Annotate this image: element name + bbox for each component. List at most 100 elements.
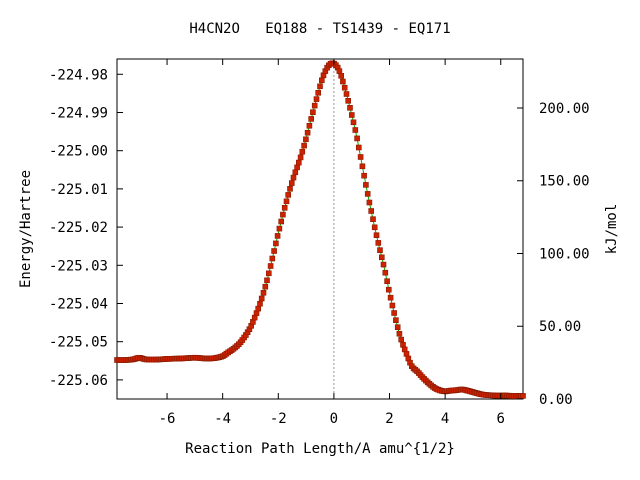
data-point	[363, 182, 369, 188]
data-point	[380, 261, 387, 268]
x-axis-label: Reaction Path Length/A amu^{1/2}	[185, 441, 455, 457]
data-point	[341, 84, 348, 91]
data-point	[345, 98, 352, 104]
x-tick-label: -6	[159, 411, 176, 427]
data-point	[391, 310, 397, 316]
data-point	[348, 112, 355, 118]
data-point	[306, 123, 313, 129]
data-point	[520, 393, 526, 399]
y2-tick-label: 150.00	[539, 174, 590, 190]
data-point	[271, 248, 277, 254]
x-tick-label: 0	[330, 411, 338, 427]
data-point	[315, 90, 322, 96]
data-point	[340, 78, 346, 85]
data-point	[276, 225, 283, 232]
x-tick-label: 2	[385, 411, 393, 427]
data-point	[350, 119, 357, 126]
data-point	[255, 305, 261, 312]
data-point	[288, 180, 295, 186]
data-point	[294, 164, 300, 171]
data-point	[258, 295, 265, 302]
data-point	[400, 341, 406, 348]
data-point	[265, 270, 272, 277]
data-point	[290, 174, 297, 181]
chart-title: H4CN2O EQ188 - TS1439 - EQ171	[189, 21, 450, 37]
y-tick-label: -225.03	[49, 258, 108, 274]
x-tick-label: -4	[214, 411, 231, 427]
data-point	[299, 148, 306, 155]
data-point	[378, 254, 385, 261]
data-point	[267, 263, 274, 269]
data-point	[387, 294, 394, 301]
x-tick-label: 4	[441, 411, 449, 427]
data-point	[308, 116, 315, 122]
y2-axis-label: kJ/mol	[604, 204, 620, 255]
data-point	[283, 198, 290, 205]
data-point	[382, 269, 389, 276]
y2-tick-label: 200.00	[539, 101, 590, 117]
series-markers	[114, 60, 526, 399]
data-point	[313, 96, 320, 102]
data-point	[338, 73, 345, 79]
data-point	[370, 216, 376, 222]
data-point	[361, 172, 367, 179]
data-point	[292, 169, 299, 176]
data-point	[278, 218, 285, 225]
data-point	[257, 300, 263, 307]
data-point	[384, 278, 390, 285]
y-tick-label: -225.04	[49, 296, 108, 312]
y-tick-label: -225.01	[49, 182, 108, 198]
data-point	[297, 154, 304, 161]
data-point	[269, 255, 276, 262]
y-axis-label: Energy/Hartree	[18, 170, 34, 288]
plot-area	[114, 58, 526, 400]
y-tick-label: -225.00	[49, 144, 108, 160]
data-point	[262, 283, 269, 290]
data-point	[317, 83, 323, 90]
data-point	[285, 192, 292, 198]
data-point	[343, 91, 350, 97]
x-axis: -6 -4 -2 0 2 4 6	[159, 59, 505, 427]
y2-tick-label: 100.00	[539, 246, 590, 262]
data-point	[273, 240, 279, 247]
data-point	[394, 324, 401, 331]
data-point	[260, 289, 267, 296]
data-point	[364, 191, 371, 197]
data-point	[373, 232, 380, 238]
data-point	[318, 77, 325, 84]
data-point	[359, 163, 366, 170]
data-point	[355, 144, 362, 151]
data-point	[368, 208, 375, 214]
data-point	[281, 205, 288, 211]
data-point	[396, 330, 403, 337]
data-point	[352, 127, 359, 133]
x-tick-label: 6	[497, 411, 505, 427]
data-point	[347, 105, 353, 111]
data-point	[375, 240, 382, 246]
x-tick-label: -2	[270, 411, 287, 427]
y-tick-label: -225.05	[49, 335, 108, 351]
data-point	[274, 233, 281, 239]
data-point	[295, 159, 302, 166]
y2-tick-label: 50.00	[539, 319, 581, 335]
data-point	[354, 135, 360, 142]
y-tick-label: -224.99	[49, 105, 108, 121]
data-point	[310, 109, 316, 115]
data-point	[280, 211, 286, 218]
plot-frame	[116, 58, 524, 400]
data-point	[389, 302, 396, 309]
data-point	[304, 129, 311, 136]
data-point	[303, 136, 309, 143]
data-point	[301, 142, 307, 149]
data-point	[403, 351, 410, 357]
data-point	[377, 247, 383, 253]
series-line	[117, 62, 523, 397]
data-point	[336, 68, 343, 74]
data-point	[366, 199, 373, 206]
y-tick-label: -224.98	[49, 67, 108, 83]
y-tick-label: -225.02	[49, 220, 108, 236]
data-point	[357, 154, 364, 160]
data-point	[398, 336, 405, 343]
y-tick-label: -225.06	[49, 373, 108, 389]
